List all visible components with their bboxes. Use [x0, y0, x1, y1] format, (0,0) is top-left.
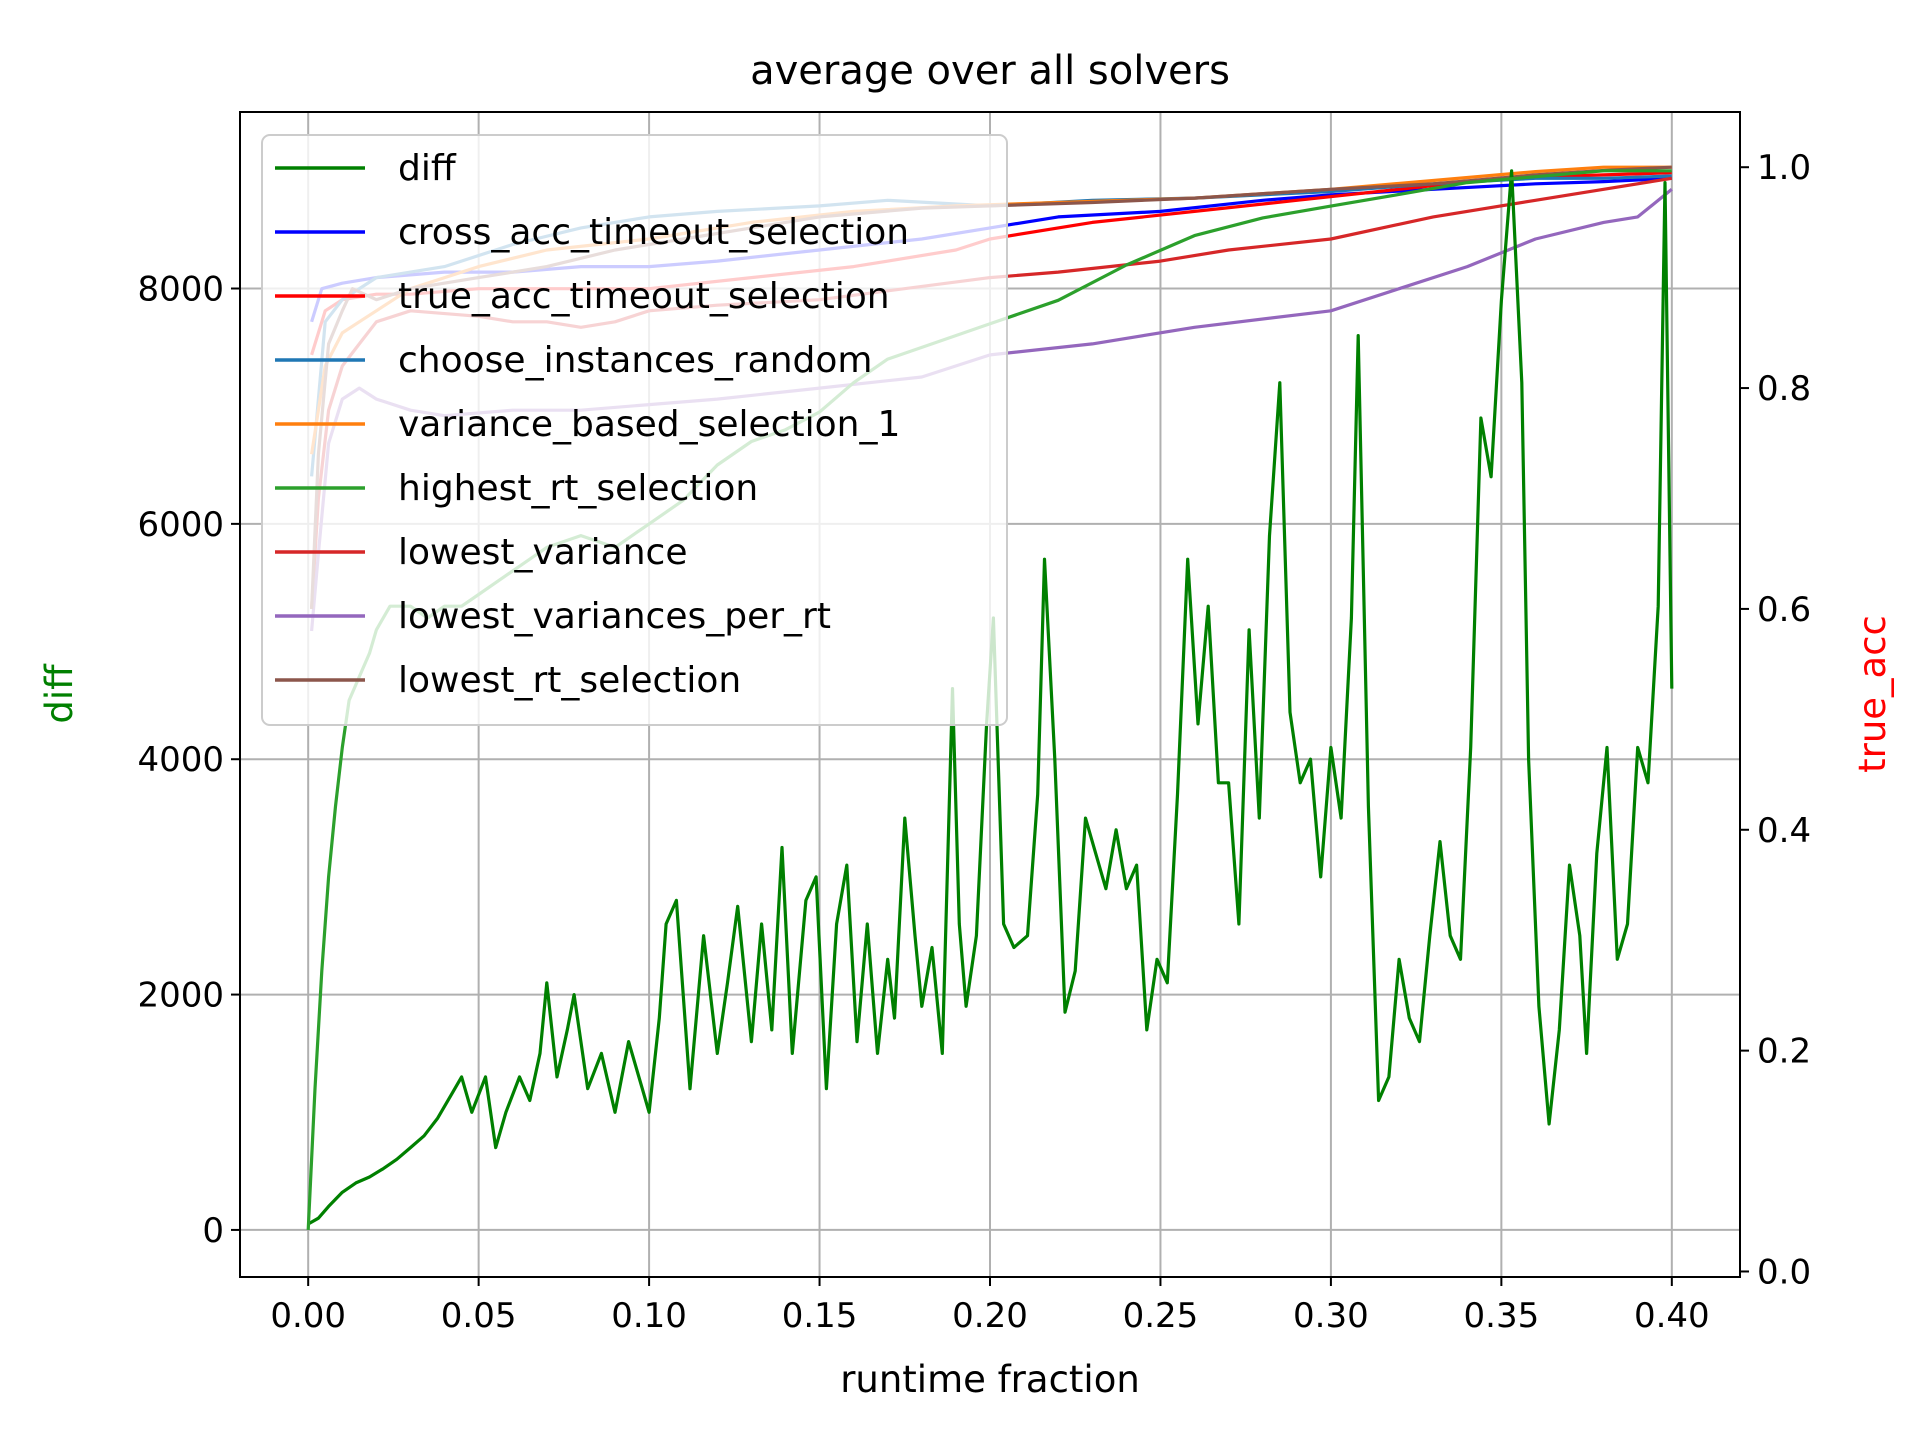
legend-label: lowest_variance [398, 532, 687, 573]
series-line-diff [307, 169, 1674, 1226]
y-left-tick-label: 0 [202, 1211, 224, 1251]
chart-title: average over all solvers [750, 48, 1230, 94]
y-axis-right: 0.0 0.2 0.4 0.6 0.8 1.0 [1740, 148, 1811, 1292]
x-tick-label: 0.15 [782, 1296, 858, 1336]
x-tick-label: 0.05 [441, 1296, 517, 1336]
x-tick-label: 0.10 [611, 1296, 687, 1336]
legend: diff cross_acc_timeout_selection true_acc_… [261, 134, 1008, 726]
x-axis-label: runtime fraction [840, 1358, 1140, 1401]
y-axis-left-label: diff [38, 663, 81, 724]
legend-label: variance_based_selection_1 [398, 404, 900, 445]
y-axis-left: 0 2000 4000 6000 8000 [137, 270, 240, 1251]
x-axis: 0.00 0.05 0.10 0.15 0.20 0.25 0.30 0.35 0.40 [270, 1277, 1710, 1336]
x-tick-label: 0.30 [1293, 1296, 1369, 1336]
y-left-tick-label: 6000 [137, 505, 224, 545]
y-right-tick-label: 1.0 [1757, 148, 1811, 188]
y-right-tick-label: 0.2 [1757, 1032, 1811, 1072]
legend-label: diff [398, 148, 457, 189]
x-tick-label: 0.00 [270, 1296, 346, 1336]
x-tick-label: 0.35 [1464, 1296, 1540, 1336]
y-right-tick-label: 0.6 [1757, 590, 1811, 630]
y-right-tick-label: 0.0 [1757, 1252, 1811, 1292]
y-axis-right-label: true_acc [1851, 615, 1894, 773]
x-tick-label: 0.40 [1634, 1296, 1710, 1336]
y-left-tick-label: 8000 [137, 270, 224, 310]
x-tick-label: 0.20 [952, 1296, 1028, 1336]
legend-label: highest_rt_selection [398, 468, 758, 509]
legend-label: lowest_variances_per_rt [398, 596, 831, 637]
legend-box [261, 134, 1008, 726]
x-tick-label: 0.25 [1123, 1296, 1199, 1336]
legend-label: cross_acc_timeout_selection [398, 212, 909, 253]
y-left-tick-label: 2000 [137, 976, 224, 1016]
legend-label: choose_instances_random [398, 340, 872, 381]
y-right-tick-label: 0.8 [1757, 369, 1811, 409]
y-right-tick-label: 0.4 [1757, 811, 1811, 851]
legend-label: true_acc_timeout_selection [398, 276, 890, 317]
legend-label: lowest_rt_selection [398, 660, 741, 701]
y-left-tick-label: 4000 [137, 740, 224, 780]
